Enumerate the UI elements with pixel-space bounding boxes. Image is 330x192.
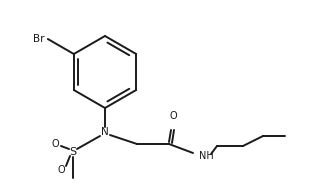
Text: O: O <box>57 165 65 175</box>
Text: S: S <box>69 147 77 157</box>
Text: O: O <box>51 139 59 149</box>
Text: NH: NH <box>199 151 214 161</box>
Text: Br: Br <box>33 34 45 44</box>
Text: N: N <box>101 127 109 137</box>
Text: O: O <box>169 111 177 121</box>
